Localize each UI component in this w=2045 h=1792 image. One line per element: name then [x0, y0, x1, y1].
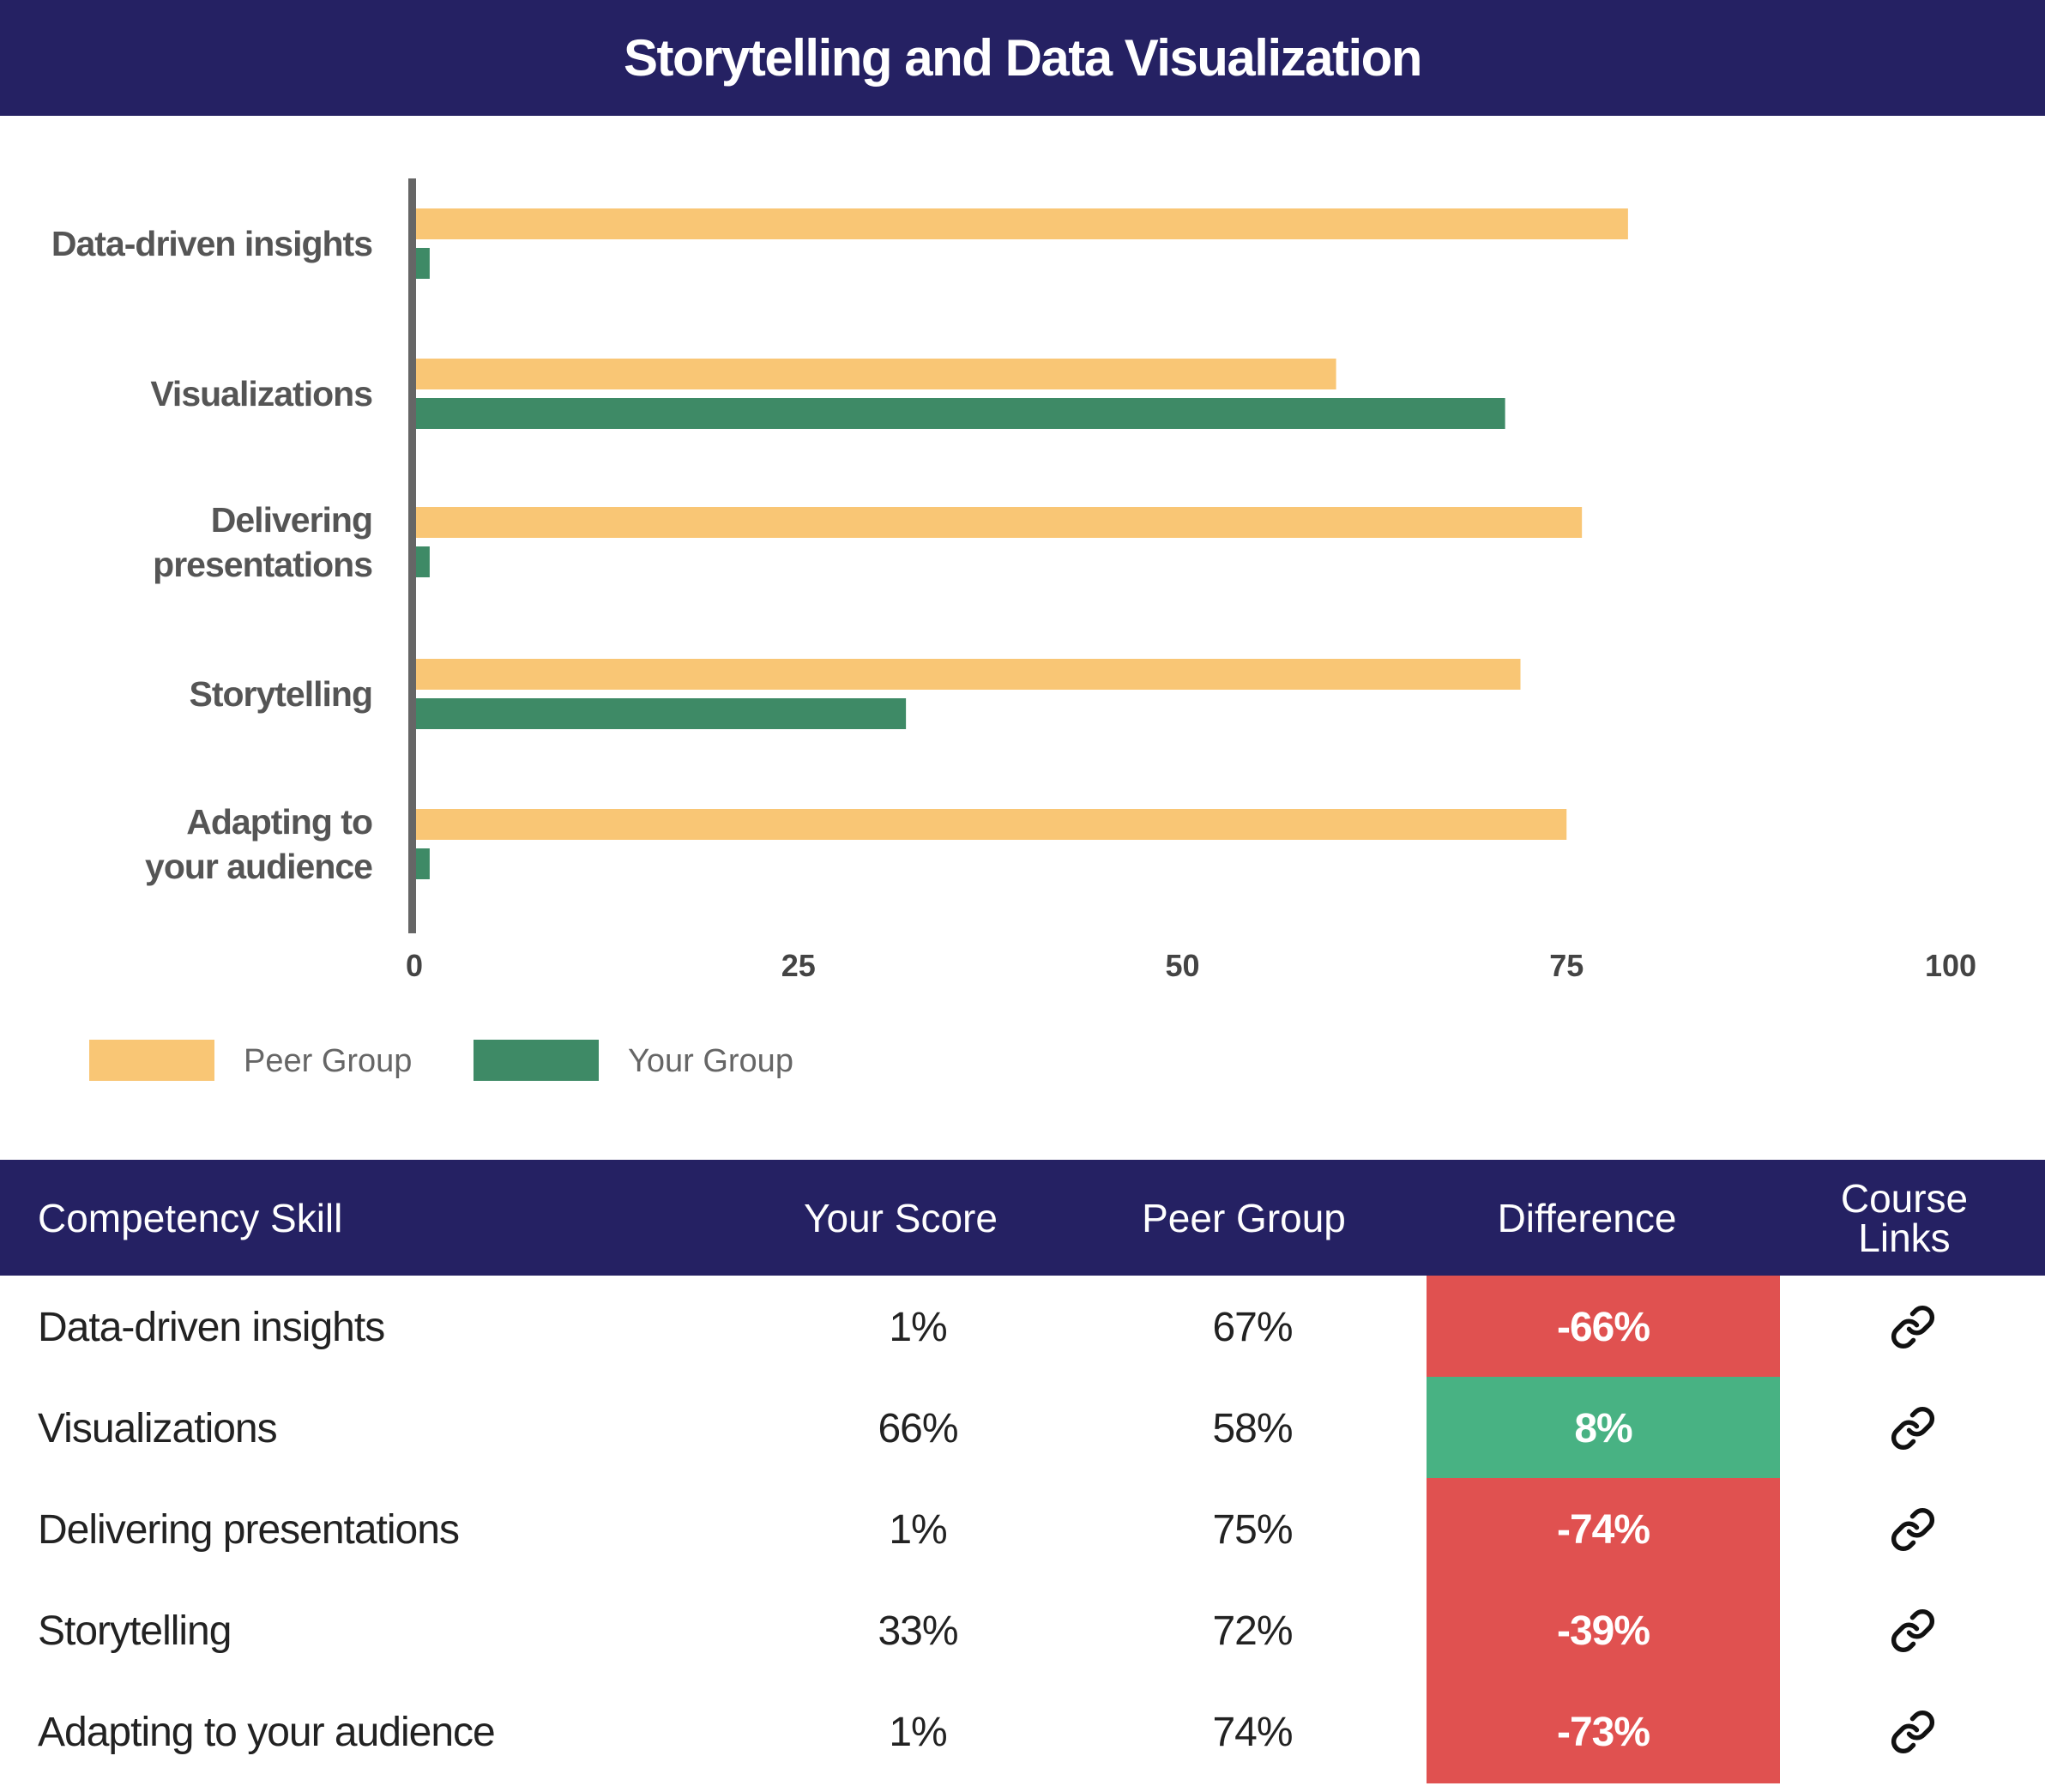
- legend-swatch: [89, 1040, 214, 1081]
- category-label: Storytelling: [189, 674, 372, 714]
- peer-score: 67%: [1212, 1304, 1293, 1350]
- table-row: Visualizations 66% 58% 8%: [0, 1377, 2045, 1480]
- skill-name: Storytelling: [38, 1608, 232, 1654]
- peer-score: 58%: [1212, 1405, 1293, 1451]
- skill-name: Visualizations: [38, 1405, 278, 1451]
- your-score: 1%: [889, 1506, 947, 1553]
- course-link[interactable]: [1827, 1276, 1999, 1379]
- header-course-links-line1: Course: [1840, 1175, 1969, 1221]
- bar-peer-3: [414, 659, 1521, 690]
- y-axis-line: [408, 178, 416, 933]
- link-icon: [1891, 1608, 1935, 1653]
- table-row: Adapting to your audience 1% 74% -73%: [0, 1680, 2045, 1783]
- link-icon: [1891, 1406, 1935, 1451]
- bar-peer-0: [414, 208, 1628, 239]
- bar-your-0: [414, 248, 430, 279]
- bar-peer-2: [414, 507, 1583, 538]
- category-label: presentations: [153, 545, 372, 584]
- course-link[interactable]: [1827, 1579, 1999, 1682]
- bar-chart: Data-driven insights Visualizations Delive…: [51, 178, 1976, 1081]
- your-score: 1%: [889, 1304, 947, 1350]
- difference-value: 8%: [1427, 1377, 1780, 1480]
- legend-label: Peer Group: [244, 1043, 412, 1079]
- difference-value: -74%: [1427, 1478, 1780, 1581]
- difference-value: -39%: [1427, 1579, 1780, 1682]
- table-row: Storytelling 33% 72% -39%: [0, 1579, 2045, 1682]
- x-tick-label: 75: [1549, 948, 1584, 983]
- category-label: Data-driven insights: [51, 224, 372, 263]
- header-your-score: Your Score: [804, 1195, 998, 1240]
- bar-your-3: [414, 698, 907, 729]
- category-label: Adapting to: [186, 802, 372, 842]
- header-peer-group: Peer Group: [1142, 1195, 1346, 1240]
- header-course-links: Course Links: [1801, 1160, 2007, 1276]
- page-title: Storytelling and Data Visualization: [0, 0, 2045, 116]
- x-tick-label: 100: [1925, 948, 1976, 983]
- x-tick-label: 0: [406, 948, 423, 983]
- skill-name: Data-driven insights: [38, 1304, 385, 1350]
- legend-swatch: [474, 1040, 599, 1081]
- header-difference: Difference: [1497, 1195, 1677, 1240]
- course-link[interactable]: [1827, 1680, 1999, 1783]
- category-label: Delivering: [211, 500, 372, 540]
- difference-value: -73%: [1427, 1680, 1780, 1783]
- header-competency-skill: Competency Skill: [38, 1195, 343, 1240]
- legend-label: Your Group: [628, 1043, 793, 1079]
- course-link[interactable]: [1827, 1478, 1999, 1581]
- skill-name: Adapting to your audience: [38, 1709, 496, 1755]
- bar-peer-4: [414, 809, 1567, 840]
- peer-score: 72%: [1212, 1608, 1293, 1654]
- difference-value: -66%: [1427, 1276, 1780, 1379]
- your-score: 66%: [878, 1405, 958, 1451]
- link-icon: [1891, 1710, 1935, 1754]
- category-label: your audience: [145, 847, 372, 886]
- x-tick-label: 50: [1165, 948, 1199, 983]
- link-icon: [1891, 1507, 1935, 1552]
- peer-score: 75%: [1212, 1506, 1293, 1553]
- header-course-links-line2: Links: [1858, 1215, 1951, 1260]
- table-header: Competency Skill Your Score Peer Group D…: [0, 1160, 2045, 1276]
- table-row: Delivering presentations 1% 75% -74%: [0, 1478, 2045, 1581]
- peer-score: 74%: [1212, 1709, 1293, 1755]
- category-label: Visualizations: [150, 374, 372, 413]
- x-tick-label: 25: [781, 948, 816, 983]
- bar-peer-1: [414, 359, 1336, 389]
- skill-name: Delivering presentations: [38, 1506, 460, 1553]
- bar-your-2: [414, 546, 430, 577]
- your-score: 33%: [878, 1608, 958, 1654]
- link-icon: [1891, 1305, 1935, 1349]
- course-link[interactable]: [1827, 1377, 1999, 1480]
- bar-your-1: [414, 398, 1505, 429]
- your-score: 1%: [889, 1709, 947, 1755]
- bar-your-4: [414, 848, 430, 879]
- table-row: Data-driven insights 1% 67% -66%: [0, 1276, 2045, 1379]
